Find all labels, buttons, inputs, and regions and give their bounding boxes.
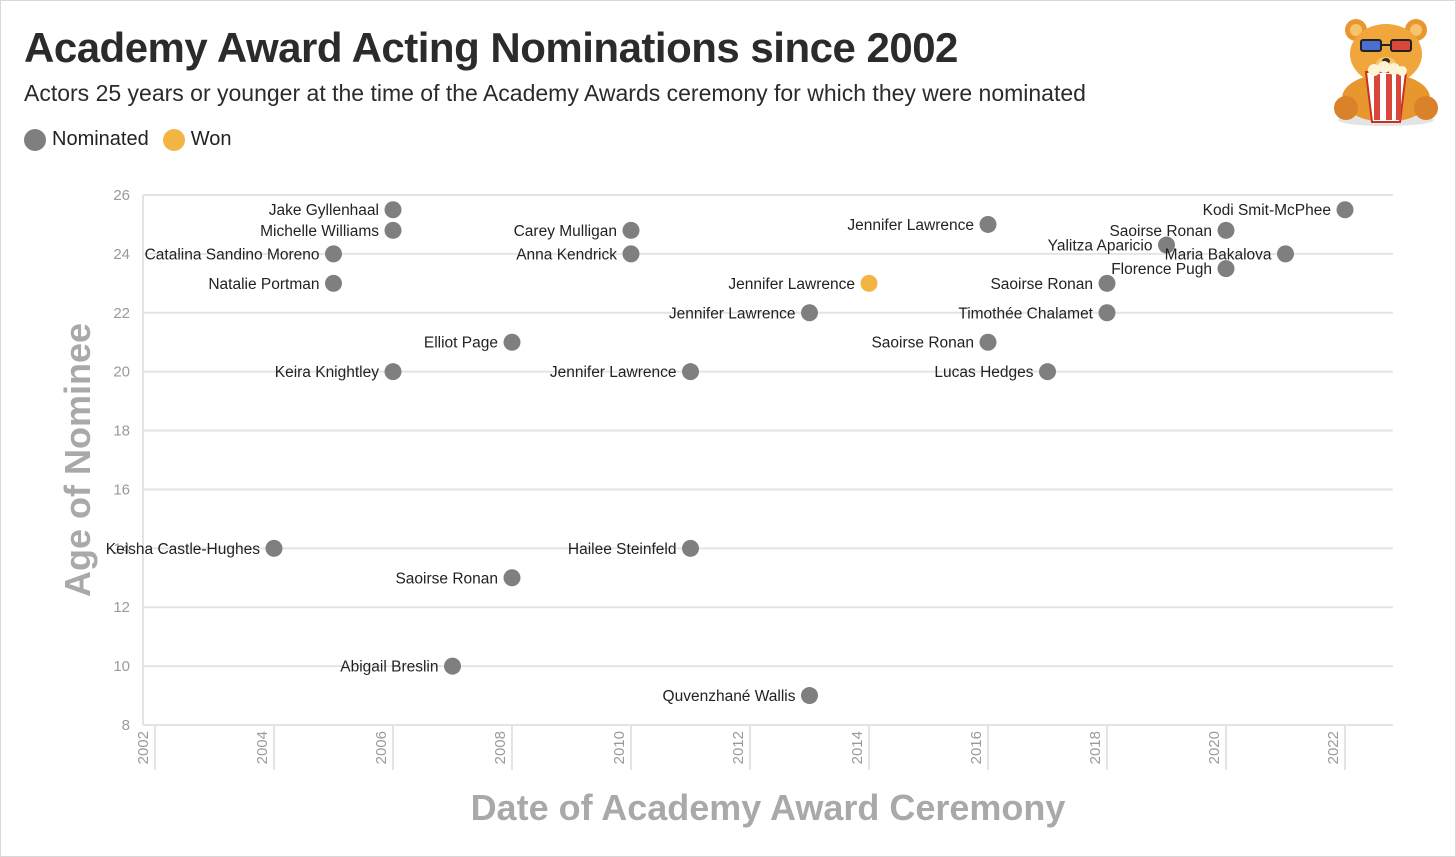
x-tick-label: 2016 [968, 731, 985, 764]
data-label: Keisha Castle-Hughes [106, 541, 260, 558]
data-point [979, 333, 997, 351]
legend-label-nominated: Nominated [52, 128, 149, 150]
legend-item-won: Won [162, 128, 232, 151]
data-label: Saoirse Ronan [395, 570, 498, 587]
x-tick-label: 2002 [135, 731, 152, 764]
data-label: Saoirse Ronan [1109, 223, 1212, 240]
y-axis-title: Age of Nominee [57, 323, 98, 597]
legend-label-won: Won [190, 128, 232, 150]
x-tick-label: 2022 [1325, 731, 1342, 764]
data-point [860, 274, 878, 292]
data-point [503, 333, 521, 351]
data-point [1039, 363, 1056, 381]
data-point [384, 201, 402, 219]
data-label: Lucas Hedges [934, 364, 1033, 381]
x-tick-label: 2018 [1087, 731, 1104, 764]
y-tick-label: 20 [113, 364, 130, 381]
data-point [979, 215, 997, 233]
data-label: Saoirse Ronan [990, 276, 1093, 293]
data-label: Catalina Sandino Moreno [145, 246, 320, 263]
data-label: Florence Pugh [1111, 261, 1212, 278]
chart-title: Academy Award Acting Nominations since 2… [24, 24, 958, 71]
data-label: Jennifer Lawrence [669, 305, 796, 322]
data-label: Natalie Portman [208, 276, 319, 293]
data-point [1098, 274, 1116, 292]
data-label: Jennifer Lawrence [550, 364, 677, 381]
data-point [325, 245, 342, 263]
data-point [682, 363, 699, 381]
data-label: Kodi Smit-McPhee [1203, 202, 1331, 219]
data-point [1277, 245, 1294, 263]
data-point [1098, 304, 1116, 322]
data-point [384, 221, 402, 239]
y-tick-label: 16 [113, 481, 130, 498]
y-tick-label: 10 [113, 658, 130, 675]
data-label: Abigail Breslin [340, 659, 438, 676]
legend-item-nominated: Nominated [24, 128, 149, 151]
data-point [1217, 260, 1235, 278]
data-point [384, 363, 402, 381]
y-tick-label: 8 [122, 717, 130, 734]
x-tick-label: 2004 [254, 731, 271, 764]
data-label: Quvenzhané Wallis [663, 688, 796, 705]
y-tick-label: 12 [113, 599, 130, 616]
data-point [503, 569, 521, 587]
data-point [1336, 201, 1354, 219]
x-tick-label: 2020 [1206, 731, 1223, 764]
data-label: Yalitza Aparicio [1048, 238, 1153, 255]
data-label: Saoirse Ronan [871, 335, 974, 352]
chart-subtitle: Actors 25 years or younger at the time o… [24, 80, 1086, 106]
data-point [265, 539, 283, 557]
data-label: Keira Knightley [275, 364, 380, 381]
legend: Nominated Won [24, 128, 231, 151]
legend-swatch-nominated [24, 128, 46, 151]
data-point [1217, 221, 1235, 239]
data-label: Anna Kendrick [516, 246, 617, 263]
data-label: Elliot Page [424, 335, 498, 352]
data-label: Michelle Williams [260, 223, 379, 240]
data-point [682, 539, 699, 557]
data-label: Carey Mulligan [514, 223, 617, 240]
y-tick-label: 24 [113, 246, 130, 263]
data-point [444, 657, 461, 675]
data-label: Maria Bakalova [1165, 246, 1272, 263]
data-label: Jake Gyllenhaal [269, 202, 379, 219]
x-tick-label: 2012 [730, 731, 747, 764]
data-point [1158, 236, 1175, 254]
data-point [801, 304, 818, 322]
data-point [325, 274, 342, 292]
data-point [622, 245, 640, 263]
x-tick-label: 2014 [849, 731, 866, 764]
y-tick-label: 18 [113, 423, 130, 440]
x-axis-title: Date of Academy Award Ceremony [471, 787, 1066, 828]
data-point [801, 687, 818, 705]
x-tick-label: 2008 [492, 731, 509, 764]
x-tick-label: 2006 [373, 731, 390, 764]
data-label: Jennifer Lawrence [847, 217, 974, 234]
data-point [622, 221, 640, 239]
data-label: Timothée Chalamet [958, 305, 1093, 322]
legend-swatch-won [162, 128, 185, 151]
data-label: Jennifer Lawrence [728, 276, 855, 293]
y-tick-label: 14 [113, 540, 130, 557]
data-label: Hailee Steinfeld [568, 541, 677, 558]
y-tick-label: 22 [113, 305, 130, 322]
x-tick-label: 2010 [611, 731, 628, 764]
y-tick-label: 26 [113, 187, 130, 204]
bear-popcorn-icon [1334, 19, 1438, 126]
